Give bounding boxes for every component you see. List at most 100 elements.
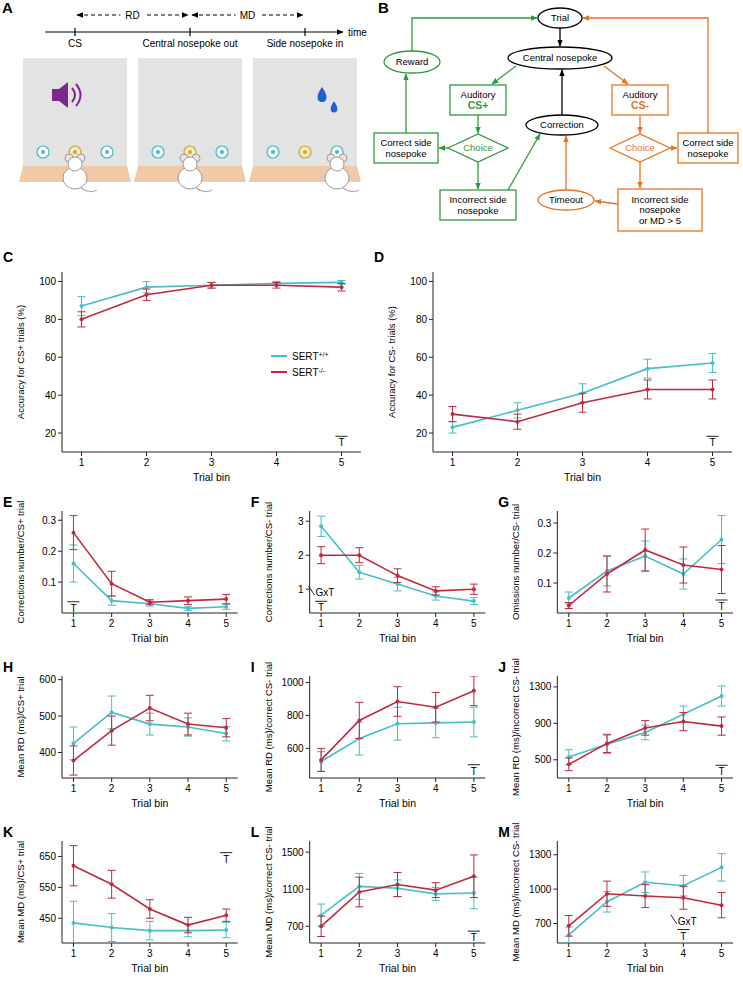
label-patch xyxy=(236,8,260,21)
node-label: Correction xyxy=(540,119,584,130)
data-point xyxy=(148,929,152,933)
error-bar xyxy=(718,546,726,594)
legend-label: SERT-/- xyxy=(292,367,326,379)
nosepoke xyxy=(37,146,49,158)
y-tick xyxy=(553,759,557,760)
y-tick-label: 700 xyxy=(535,918,552,929)
y-tick xyxy=(306,715,310,716)
data-layer xyxy=(317,516,478,604)
x-axis-label: Trial bin xyxy=(131,632,168,644)
flow-arrow xyxy=(561,70,562,115)
y-tick-label: 1300 xyxy=(529,681,552,692)
series-line xyxy=(569,722,722,765)
x-tick xyxy=(321,943,322,947)
panel-letter: B xyxy=(378,0,389,16)
node-label: Trial xyxy=(551,12,569,23)
x-tick xyxy=(473,943,474,947)
y-tick-label: 650 xyxy=(39,851,56,862)
panel-b: BTrialCentral nosepokeRewardAuditoryCS+A… xyxy=(374,0,738,231)
annotation-bar xyxy=(715,600,727,601)
y-tick xyxy=(553,854,557,855)
stat-annotation: T xyxy=(338,437,344,448)
error-bar xyxy=(317,916,325,936)
flow-node: Reward xyxy=(384,51,440,73)
nosepoke-hole xyxy=(73,150,77,154)
error-bar xyxy=(644,359,652,378)
x-tick-label: 4 xyxy=(185,948,191,959)
x-tick xyxy=(149,943,150,947)
data-point xyxy=(605,572,609,576)
data-point xyxy=(567,596,571,600)
x-tick xyxy=(683,613,684,617)
flow-node: AuditoryCS+ xyxy=(450,85,506,115)
data-point xyxy=(681,720,685,724)
data-point xyxy=(720,903,724,907)
error-bar xyxy=(565,758,573,771)
x-tick-label: 4 xyxy=(681,618,687,629)
node-label: Incorrect side xyxy=(449,194,506,205)
x-tick xyxy=(111,778,112,782)
water-drop xyxy=(331,101,338,112)
figure: AtimeCSCentral nosepoke outSide nosepoke… xyxy=(0,0,743,992)
nosepoke-hole xyxy=(41,150,45,154)
error-bar xyxy=(78,312,86,327)
x-tick xyxy=(146,452,147,456)
y-tick-label: 1000 xyxy=(529,884,552,895)
data-layer xyxy=(565,686,726,771)
y-tick xyxy=(306,521,310,522)
x-tick-label: 2 xyxy=(515,457,521,468)
data-point xyxy=(357,553,361,557)
stat-annotation: T xyxy=(70,603,76,614)
y-axis-label: Mean RD (ms)/incorrect CS- trial xyxy=(510,658,521,796)
node-label: Correct side xyxy=(682,137,733,148)
y-axis-label: Corrections number/CS+ trial xyxy=(15,501,26,624)
data-point xyxy=(210,283,214,287)
y-tick xyxy=(553,686,557,687)
y-axis xyxy=(557,511,558,613)
data-point xyxy=(720,694,724,698)
error-bar xyxy=(108,716,116,745)
data-point xyxy=(711,387,715,391)
flow-arrow xyxy=(477,162,478,189)
data-point xyxy=(210,283,214,287)
flow-arrow xyxy=(639,162,640,188)
error-bar xyxy=(184,713,192,735)
node-ellipse xyxy=(526,115,598,135)
error-bar xyxy=(338,283,346,291)
data-point xyxy=(434,705,438,709)
x-tick xyxy=(321,778,322,782)
error-bar xyxy=(565,603,573,609)
chart-panel: D2040608010012345Trial binAccuracy for C… xyxy=(374,249,732,483)
speaker-cone xyxy=(59,82,68,108)
legend-label: SERT+/+ xyxy=(292,351,329,363)
chart-panel: H40050060012345Trial binMean RD (ms)/CS+… xyxy=(3,659,238,809)
x-tick-label: 5 xyxy=(471,948,477,959)
y-axis-label: Corrections number/CS- trial xyxy=(263,502,274,622)
node-label: Central nosepoke xyxy=(523,52,597,63)
data-point xyxy=(71,562,75,566)
sound-wave xyxy=(72,88,75,102)
x-tick-label: 3 xyxy=(209,457,215,468)
x-tick-label: 5 xyxy=(719,618,725,629)
label-patch xyxy=(121,8,145,21)
panel-letter: E xyxy=(3,494,12,510)
data-point xyxy=(581,401,585,405)
x-tick xyxy=(683,778,684,782)
nosepoke-hole xyxy=(303,150,307,154)
flow-arrow xyxy=(559,28,560,46)
data-point xyxy=(681,563,685,567)
data-layer xyxy=(565,516,726,609)
flow-node: Choice xyxy=(448,134,508,162)
y-tick xyxy=(58,752,62,753)
error-bar xyxy=(603,734,611,752)
data-point xyxy=(110,926,114,930)
node-ellipse xyxy=(508,47,612,69)
y-tick xyxy=(553,583,557,584)
interval-label: RD xyxy=(125,10,139,21)
data-point xyxy=(681,896,685,900)
y-tick xyxy=(429,433,433,434)
y-axis-label: Mean RD (ms)/CS+ trial xyxy=(15,676,26,777)
data-point xyxy=(396,722,400,726)
chart-panel: I600800100012345Trial binMean RD (ms)/co… xyxy=(251,659,486,809)
data-layer xyxy=(69,516,230,611)
